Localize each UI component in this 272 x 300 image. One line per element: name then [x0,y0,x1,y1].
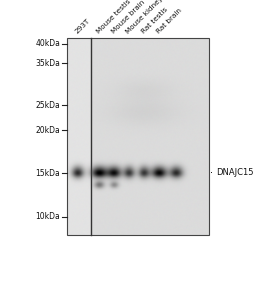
Text: Mouse brain: Mouse brain [110,0,146,35]
Text: Rat testis: Rat testis [140,6,168,35]
Text: Mouse kidney: Mouse kidney [125,0,165,35]
Text: DNAJC15: DNAJC15 [216,167,253,176]
Text: 20kDa: 20kDa [35,126,60,135]
Bar [67,38,209,235]
Text: 10kDa: 10kDa [35,212,60,221]
Text: 35kDa: 35kDa [35,59,60,68]
Text: Rat brain: Rat brain [155,7,183,35]
Text: 40kDa: 40kDa [35,39,60,48]
Text: Mouse testis: Mouse testis [95,0,132,35]
Text: 25kDa: 25kDa [35,100,60,109]
Text: 15kDa: 15kDa [35,169,60,178]
Text: 293T: 293T [74,18,91,35]
